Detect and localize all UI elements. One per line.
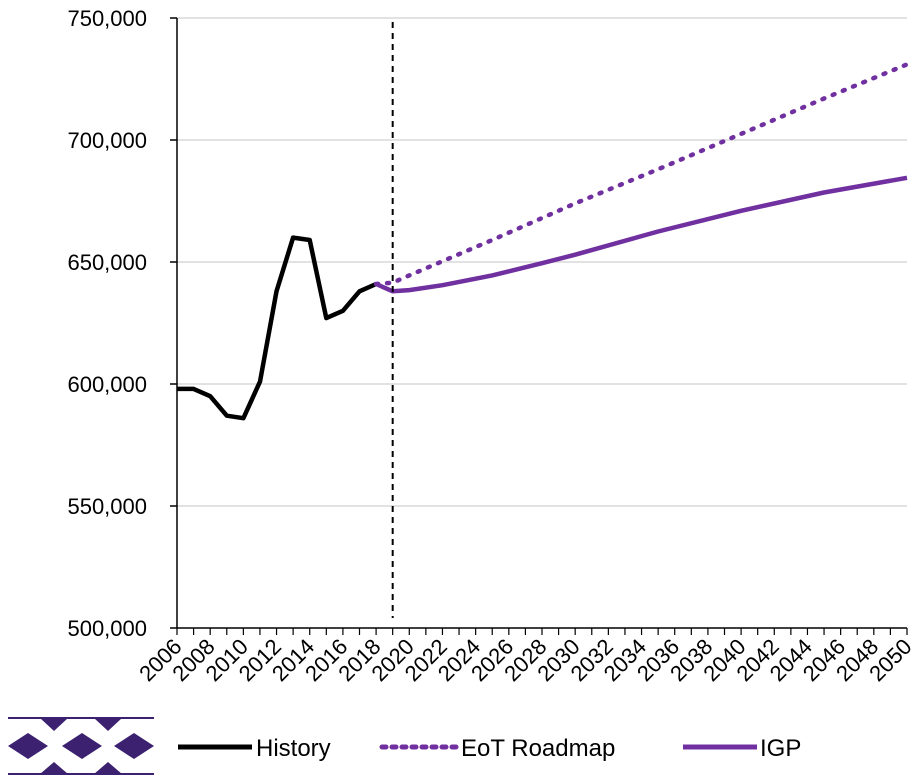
y-tick-label: 600,000 bbox=[67, 372, 147, 397]
y-tick-label: 550,000 bbox=[67, 494, 147, 519]
y-axis-tick-labels: 500,000 550,000 600,000 650,000 700,000 750,0… bbox=[67, 6, 147, 641]
legend-label-history: History bbox=[256, 735, 331, 762]
legend-item-igp: IGP bbox=[683, 735, 801, 762]
series-line-eot-roadmap bbox=[373, 62, 910, 287]
legend: History EoT Roadmap IGP bbox=[178, 735, 801, 762]
diamond-pattern-logo bbox=[8, 716, 154, 778]
y-tick-label: 650,000 bbox=[67, 250, 147, 275]
legend-item-eot-roadmap: EoT Roadmap bbox=[379, 735, 615, 762]
series-line-igp bbox=[375, 175, 908, 294]
series-line-history bbox=[177, 235, 378, 421]
series-lines bbox=[177, 22, 910, 618]
legend-label-eot-roadmap: EoT Roadmap bbox=[461, 735, 615, 762]
legend-item-history: History bbox=[178, 735, 331, 762]
y-tick-label: 750,000 bbox=[67, 6, 147, 31]
axes bbox=[170, 17, 908, 635]
legend-label-igp: IGP bbox=[760, 735, 801, 762]
y-tick-label: 500,000 bbox=[67, 616, 147, 641]
x-axis-tick-labels: 2006200820102012201420162018202020222024… bbox=[134, 634, 911, 686]
y-tick-label: 700,000 bbox=[67, 128, 147, 153]
